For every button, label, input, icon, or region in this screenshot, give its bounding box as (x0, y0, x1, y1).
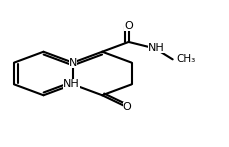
Text: O: O (124, 21, 133, 31)
Text: NH: NH (148, 44, 165, 54)
Text: CH₃: CH₃ (176, 54, 195, 64)
Text: NH: NH (63, 79, 80, 89)
Text: O: O (123, 102, 131, 112)
Text: N: N (69, 58, 77, 68)
